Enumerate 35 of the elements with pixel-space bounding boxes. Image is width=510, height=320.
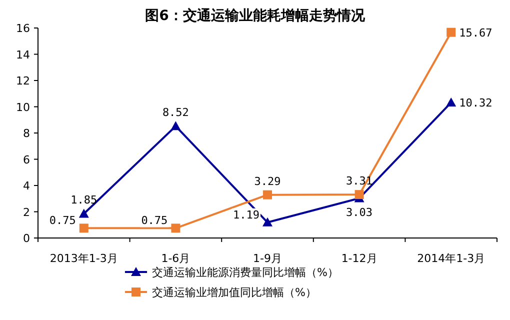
legend-label: 交通运输业增加值同比增幅（%） xyxy=(152,286,316,299)
point xyxy=(354,190,364,200)
y-tick-label: 14 xyxy=(16,48,30,62)
x-tick-label: 2013年1-3月 xyxy=(50,252,118,265)
x-tick-label: 2014年1-3月 xyxy=(417,252,486,265)
point xyxy=(78,208,89,218)
legend-label: 交通运输业能源消费量同比增幅（%） xyxy=(152,266,338,279)
data-label: 15.67 xyxy=(459,26,492,40)
point xyxy=(170,121,181,130)
data-label: 3.03 xyxy=(346,206,373,220)
y-tick-label: 16 xyxy=(16,22,30,35)
data-label: 0.75 xyxy=(141,214,168,228)
data-label: 1.19 xyxy=(233,208,260,222)
x-tick-label: 1-9月 xyxy=(253,252,282,265)
chart-title: 图6：交通运输业能耗增幅走势情况 xyxy=(145,7,366,24)
data-label: 8.52 xyxy=(162,106,189,120)
point xyxy=(262,217,272,226)
data-label: 0.75 xyxy=(49,214,76,228)
point xyxy=(79,224,88,233)
data-label: 10.32 xyxy=(459,96,492,110)
point xyxy=(171,224,180,233)
y-tick-label: 4 xyxy=(23,180,30,192)
point xyxy=(446,98,456,107)
x-tick-label: 1-6月 xyxy=(161,252,190,265)
y-tick-label: 10 xyxy=(16,100,30,114)
point xyxy=(446,28,456,37)
data-label: 3.29 xyxy=(254,174,281,188)
y-tick-label: 0 xyxy=(23,232,30,245)
x-tick-label: 1-12月 xyxy=(341,252,378,265)
y-tick-label: 6 xyxy=(23,153,30,166)
y-tick-label: 12 xyxy=(16,74,30,88)
data-label: 1.85 xyxy=(70,194,98,207)
point xyxy=(263,190,272,200)
y-tick-label: 2 xyxy=(23,206,30,219)
y-tick-label: 8 xyxy=(23,127,30,140)
